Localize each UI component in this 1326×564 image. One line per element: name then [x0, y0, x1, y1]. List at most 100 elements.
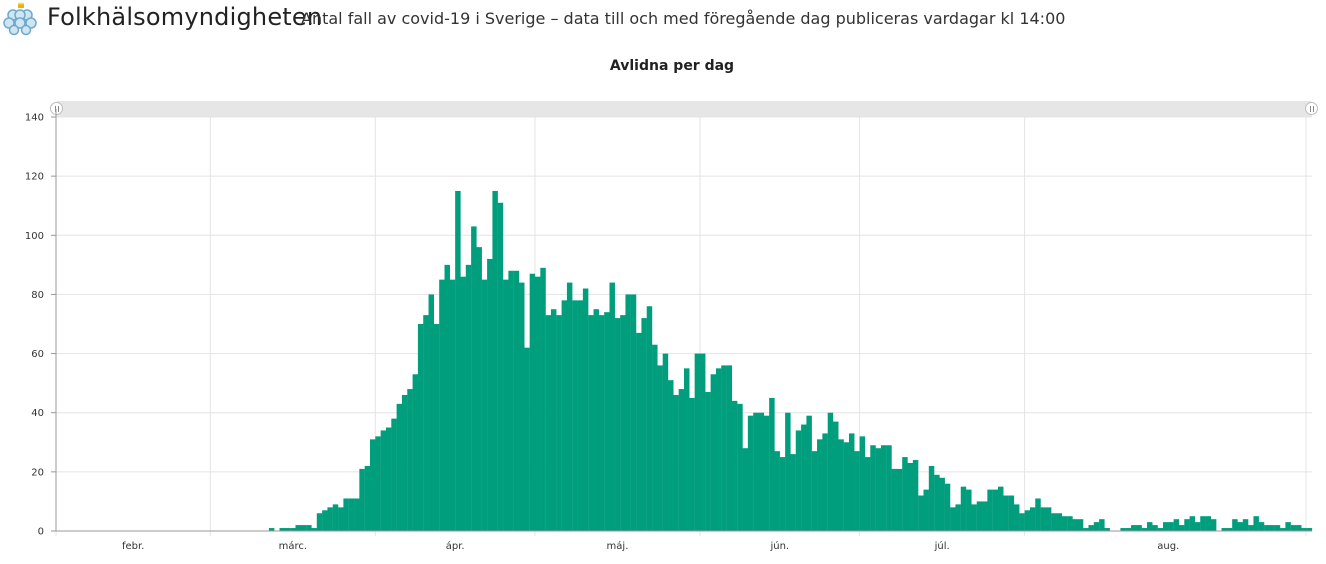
- bar[interactable]: [503, 279, 509, 531]
- bar[interactable]: [1162, 522, 1169, 531]
- bar[interactable]: [705, 392, 711, 531]
- bar[interactable]: [1152, 525, 1158, 531]
- bar[interactable]: [290, 528, 296, 531]
- bar[interactable]: [1099, 519, 1105, 531]
- bar[interactable]: [588, 315, 594, 531]
- bar[interactable]: [316, 513, 323, 531]
- bar[interactable]: [859, 436, 866, 531]
- bar[interactable]: [423, 315, 429, 531]
- bar[interactable]: [487, 258, 493, 531]
- bar[interactable]: [960, 486, 967, 531]
- bar[interactable]: [747, 415, 754, 531]
- bar[interactable]: [763, 415, 770, 531]
- bar[interactable]: [433, 324, 440, 531]
- bar[interactable]: [774, 451, 780, 531]
- bar[interactable]: [1147, 522, 1153, 531]
- bar[interactable]: [652, 344, 658, 531]
- bar[interactable]: [673, 394, 679, 531]
- bar[interactable]: [401, 394, 408, 531]
- bar[interactable]: [295, 525, 301, 531]
- bar[interactable]: [300, 525, 307, 531]
- bar[interactable]: [1184, 519, 1190, 531]
- bar[interactable]: [966, 489, 972, 531]
- bar[interactable]: [662, 353, 669, 531]
- bar[interactable]: [1040, 507, 1047, 531]
- bar[interactable]: [1258, 522, 1265, 531]
- bar[interactable]: [902, 457, 908, 531]
- bar[interactable]: [1141, 528, 1148, 531]
- bar[interactable]: [476, 247, 482, 531]
- bar[interactable]: [1221, 528, 1227, 531]
- bar[interactable]: [545, 315, 552, 531]
- bar[interactable]: [1157, 528, 1164, 531]
- bar[interactable]: [385, 427, 392, 532]
- bar[interactable]: [982, 501, 988, 531]
- bar[interactable]: [710, 374, 717, 531]
- bar[interactable]: [375, 436, 381, 531]
- bar[interactable]: [391, 418, 397, 531]
- bar[interactable]: [779, 457, 786, 531]
- bar[interactable]: [492, 190, 498, 531]
- bar[interactable]: [1104, 528, 1110, 531]
- bar[interactable]: [306, 525, 312, 531]
- bar[interactable]: [1269, 525, 1275, 531]
- bar[interactable]: [1083, 528, 1089, 531]
- bar[interactable]: [886, 445, 892, 531]
- bar[interactable]: [1200, 516, 1206, 531]
- bar[interactable]: [854, 451, 860, 531]
- bar[interactable]: [417, 324, 424, 531]
- bar[interactable]: [731, 400, 738, 531]
- bar[interactable]: [534, 276, 541, 531]
- bar[interactable]: [870, 445, 876, 531]
- bar[interactable]: [1205, 516, 1212, 531]
- bar[interactable]: [907, 462, 913, 531]
- bar[interactable]: [322, 510, 328, 531]
- bar[interactable]: [1120, 528, 1126, 531]
- bar[interactable]: [1008, 495, 1015, 531]
- bar[interactable]: [508, 270, 514, 531]
- bar[interactable]: [1067, 516, 1073, 531]
- bar[interactable]: [689, 397, 695, 531]
- bar[interactable]: [1264, 525, 1270, 531]
- bar[interactable]: [822, 433, 828, 531]
- bar[interactable]: [817, 439, 823, 531]
- bar[interactable]: [1248, 525, 1254, 531]
- bar[interactable]: [1093, 522, 1100, 531]
- bar[interactable]: [1061, 516, 1068, 531]
- bar[interactable]: [1178, 525, 1185, 531]
- scrollbar-right-grip[interactable]: [1305, 102, 1318, 115]
- bar[interactable]: [359, 468, 365, 531]
- bar[interactable]: [471, 226, 477, 531]
- bar[interactable]: [343, 498, 349, 531]
- bar[interactable]: [348, 498, 355, 531]
- bar[interactable]: [1131, 525, 1137, 531]
- bar[interactable]: [460, 276, 466, 531]
- bar[interactable]: [407, 389, 413, 531]
- bar[interactable]: [806, 415, 812, 531]
- bar[interactable]: [1232, 519, 1238, 531]
- bar[interactable]: [864, 457, 871, 531]
- bar[interactable]: [370, 439, 376, 531]
- bar[interactable]: [1051, 513, 1057, 531]
- bar[interactable]: [950, 507, 956, 531]
- bar[interactable]: [604, 312, 610, 531]
- bar[interactable]: [668, 380, 674, 531]
- bar[interactable]: [598, 315, 605, 531]
- bar[interactable]: [519, 282, 525, 531]
- bar[interactable]: [1226, 528, 1233, 531]
- bar[interactable]: [1290, 525, 1297, 531]
- bar[interactable]: [998, 486, 1004, 531]
- bar[interactable]: [1035, 498, 1041, 531]
- bar[interactable]: [1077, 519, 1084, 531]
- bar[interactable]: [891, 468, 898, 531]
- bar[interactable]: [1301, 528, 1307, 531]
- bar[interactable]: [678, 389, 685, 531]
- bar[interactable]: [636, 332, 642, 531]
- bar[interactable]: [354, 498, 360, 531]
- bar[interactable]: [630, 294, 637, 531]
- bar[interactable]: [380, 430, 387, 531]
- bar[interactable]: [1210, 519, 1217, 531]
- bar[interactable]: [880, 445, 887, 531]
- bar[interactable]: [1285, 522, 1291, 531]
- bar[interactable]: [1242, 519, 1249, 531]
